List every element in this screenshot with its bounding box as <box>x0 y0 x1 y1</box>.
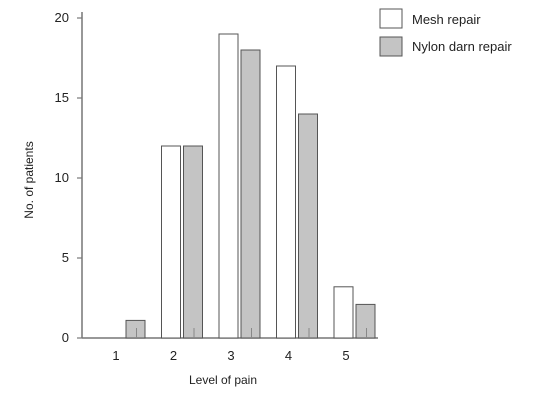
bar-mesh-repair-3 <box>218 33 239 339</box>
bar-mesh-repair-5 <box>333 286 354 339</box>
legend: Mesh repair Nylon darn repair <box>379 8 512 57</box>
y-tick-label: 10 <box>55 170 69 185</box>
y-tick-label: 15 <box>55 90 69 105</box>
y-tick-label: 5 <box>62 250 69 265</box>
y-tick-label: 20 <box>55 10 69 25</box>
x-axis-title: Level of pain <box>189 373 257 387</box>
bars <box>125 33 376 339</box>
x-tick-label: 1 <box>112 348 119 363</box>
legend-label-mesh-repair: Mesh repair <box>412 12 481 27</box>
bar-mesh-repair-4 <box>276 65 296 339</box>
y-axis-title: No. of patients <box>22 141 36 218</box>
bar-mesh-repair-2 <box>161 145 181 339</box>
x-tick-label: 4 <box>285 348 292 363</box>
legend-swatch-mesh-repair <box>379 8 403 29</box>
legend-label-nylon-darn-repair: Nylon darn repair <box>412 39 512 54</box>
x-tick-label: 5 <box>342 348 349 363</box>
x-tick-label: 3 <box>227 348 234 363</box>
bar-nylon-darn-repair-3 <box>240 49 261 339</box>
bar-nylon-darn-repair-4 <box>298 113 318 339</box>
y-tick-label: 0 <box>62 330 69 345</box>
bar-nylon-darn-repair-5 <box>355 303 376 339</box>
x-tick-label: 2 <box>170 348 177 363</box>
ticks: 0 5 10 15 20 1 2 3 4 5 <box>55 10 367 363</box>
bar-nylon-darn-repair-2 <box>183 145 203 339</box>
legend-swatch-nylon-darn-repair <box>379 36 403 57</box>
bar-nylon-darn-repair-1 <box>125 319 146 339</box>
